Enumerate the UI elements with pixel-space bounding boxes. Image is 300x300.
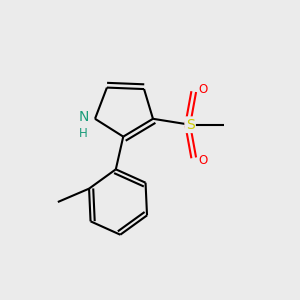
Text: O: O	[199, 82, 208, 96]
Text: O: O	[199, 154, 208, 167]
Text: S: S	[186, 118, 194, 132]
Text: H: H	[79, 127, 88, 140]
Text: N: N	[79, 110, 89, 124]
